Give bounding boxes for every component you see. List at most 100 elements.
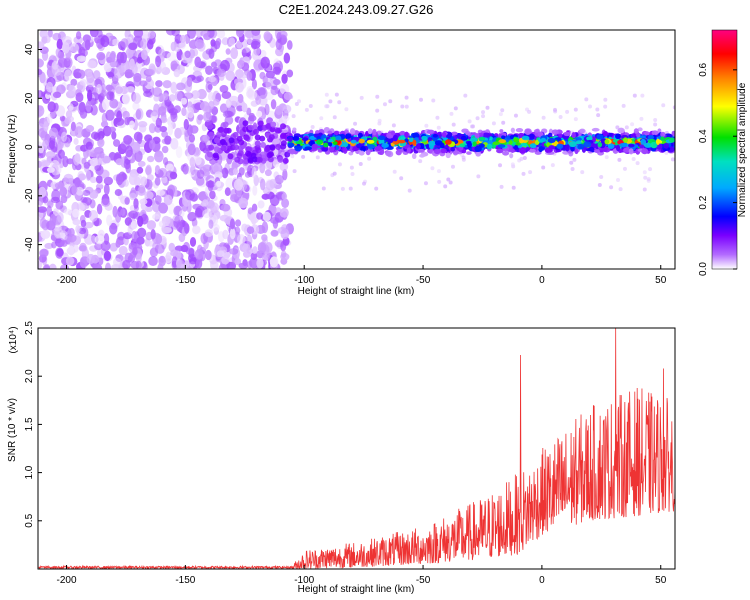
spectrogram-cell xyxy=(280,123,287,130)
spectrogram-cell xyxy=(627,143,635,148)
spectrogram-cell xyxy=(475,116,480,121)
spectrogram-cell xyxy=(100,83,106,94)
spectrogram-cell xyxy=(451,131,458,136)
spectrogram-cell xyxy=(294,101,299,106)
spectrogram-cell xyxy=(58,149,65,159)
spectrogram-cell xyxy=(92,263,103,269)
spectrogram-cell xyxy=(107,71,114,79)
spectrogram-cell xyxy=(216,68,227,78)
spectrogram-cell xyxy=(515,142,521,146)
spectrogram-cell xyxy=(332,115,337,120)
spectrogram-cell xyxy=(152,213,160,220)
spectrogram-cell xyxy=(206,151,213,158)
spectrogram-cell xyxy=(103,183,110,196)
spectrogram-cell xyxy=(328,145,335,152)
spectrogram-cell xyxy=(653,122,658,127)
spectrogram-cell xyxy=(138,184,146,194)
spectrogram-cell xyxy=(498,139,507,144)
spectrogram-cell xyxy=(615,125,620,130)
spectrogram-cell xyxy=(660,136,665,141)
spectrogram-cell xyxy=(199,101,210,112)
spectrogram-cell xyxy=(38,41,45,49)
spectrogram-cell xyxy=(96,51,106,61)
spectrogram-cell xyxy=(395,149,402,156)
spectrogram-cell xyxy=(417,148,425,153)
spectrogram-cell xyxy=(238,167,245,176)
spectrogram-cell xyxy=(178,126,186,135)
spectrogram-cell xyxy=(327,138,333,143)
spectrogram-cell xyxy=(242,120,249,127)
spectrogram-cell xyxy=(132,101,140,111)
spectrogram-cell xyxy=(247,90,258,100)
spectrogram-cell xyxy=(528,170,533,175)
spectrogram-cell xyxy=(633,128,639,134)
spectrogram-cell xyxy=(534,129,540,133)
spectrogram-cell xyxy=(246,226,255,235)
spectrogram-cell xyxy=(94,242,103,251)
spectrogram-cell xyxy=(195,30,203,38)
colorbar-tick-label: 0.2 xyxy=(698,195,709,209)
spectrogram-cell xyxy=(596,134,604,140)
spectrogram-cell xyxy=(237,59,245,68)
spectrogram-cell xyxy=(510,162,515,167)
spectrogram-cell xyxy=(286,69,294,78)
spectrogram-cell xyxy=(89,30,99,38)
spectrogram-cell xyxy=(266,152,273,159)
spectrogram-cell xyxy=(136,236,145,245)
spectrogram-cell xyxy=(65,256,75,266)
spectrogram-cell xyxy=(621,103,626,108)
spectrogram-cell xyxy=(534,139,540,146)
spectrogram-cell xyxy=(216,131,223,138)
spectrogram-cell xyxy=(565,109,570,114)
spectrogram-cell xyxy=(622,137,628,143)
spectrogram-cell xyxy=(327,130,333,135)
spectrogram-cell xyxy=(86,78,96,88)
spectrogram-cell xyxy=(319,116,324,121)
spectrogram-cell xyxy=(374,145,383,151)
spectrogram-cell xyxy=(642,170,647,175)
spectrogram-cell xyxy=(123,179,129,187)
spectrogram-cell xyxy=(558,115,563,120)
spectrogram-cell xyxy=(125,145,133,158)
spectrogram-cell xyxy=(72,208,80,218)
spectrogram-y-tick-label: -40 xyxy=(24,237,35,252)
spectrogram-cell xyxy=(481,110,486,115)
spectrogram-cell xyxy=(453,106,458,111)
spectrogram-cell xyxy=(146,39,154,50)
spectrogram-cell xyxy=(196,75,204,82)
spectrogram-cell xyxy=(259,49,267,58)
spectrogram-cell xyxy=(255,95,262,105)
spectrogram-cell xyxy=(84,221,94,229)
spectrogram-cell xyxy=(202,209,212,219)
spectrogram-cell xyxy=(281,115,290,122)
spectrogram-cell xyxy=(208,219,214,229)
snr-x-label: Height of straight line (km) xyxy=(298,584,415,595)
spectrogram-cell xyxy=(404,104,409,109)
spectrogram-x-axis: -200 -150 -100 -50 0 50 xyxy=(57,265,667,286)
spectrogram-cell xyxy=(328,99,333,104)
spectrogram-cell xyxy=(501,120,506,125)
spectrogram-cell xyxy=(287,142,295,148)
spectrogram-cell xyxy=(392,169,397,174)
spectrogram-cell xyxy=(165,163,174,173)
spectrogram-cell xyxy=(251,156,258,163)
spectrogram-cell xyxy=(315,155,320,160)
spectrogram-cell xyxy=(162,157,169,166)
spectrogram-cell xyxy=(273,148,279,156)
spectrogram-cell xyxy=(643,131,650,136)
spectrogram-cell xyxy=(63,173,74,183)
spectrogram-cell xyxy=(165,30,176,36)
spectrogram-cell xyxy=(74,126,84,138)
spectrogram-cell xyxy=(77,202,88,211)
spectrogram-cell xyxy=(129,58,135,70)
spectrogram-cell xyxy=(230,47,239,60)
spectrogram-cell xyxy=(251,78,258,90)
spectrogram-cell xyxy=(146,220,157,230)
spectrogram-cell xyxy=(221,256,230,265)
spectrogram-cell xyxy=(133,131,143,142)
spectrogram-cell xyxy=(287,136,293,142)
spectrogram-x-tick-label: -200 xyxy=(57,275,77,286)
snr-x-tick-label: 0 xyxy=(539,575,545,586)
spectrogram-cell xyxy=(168,108,179,116)
